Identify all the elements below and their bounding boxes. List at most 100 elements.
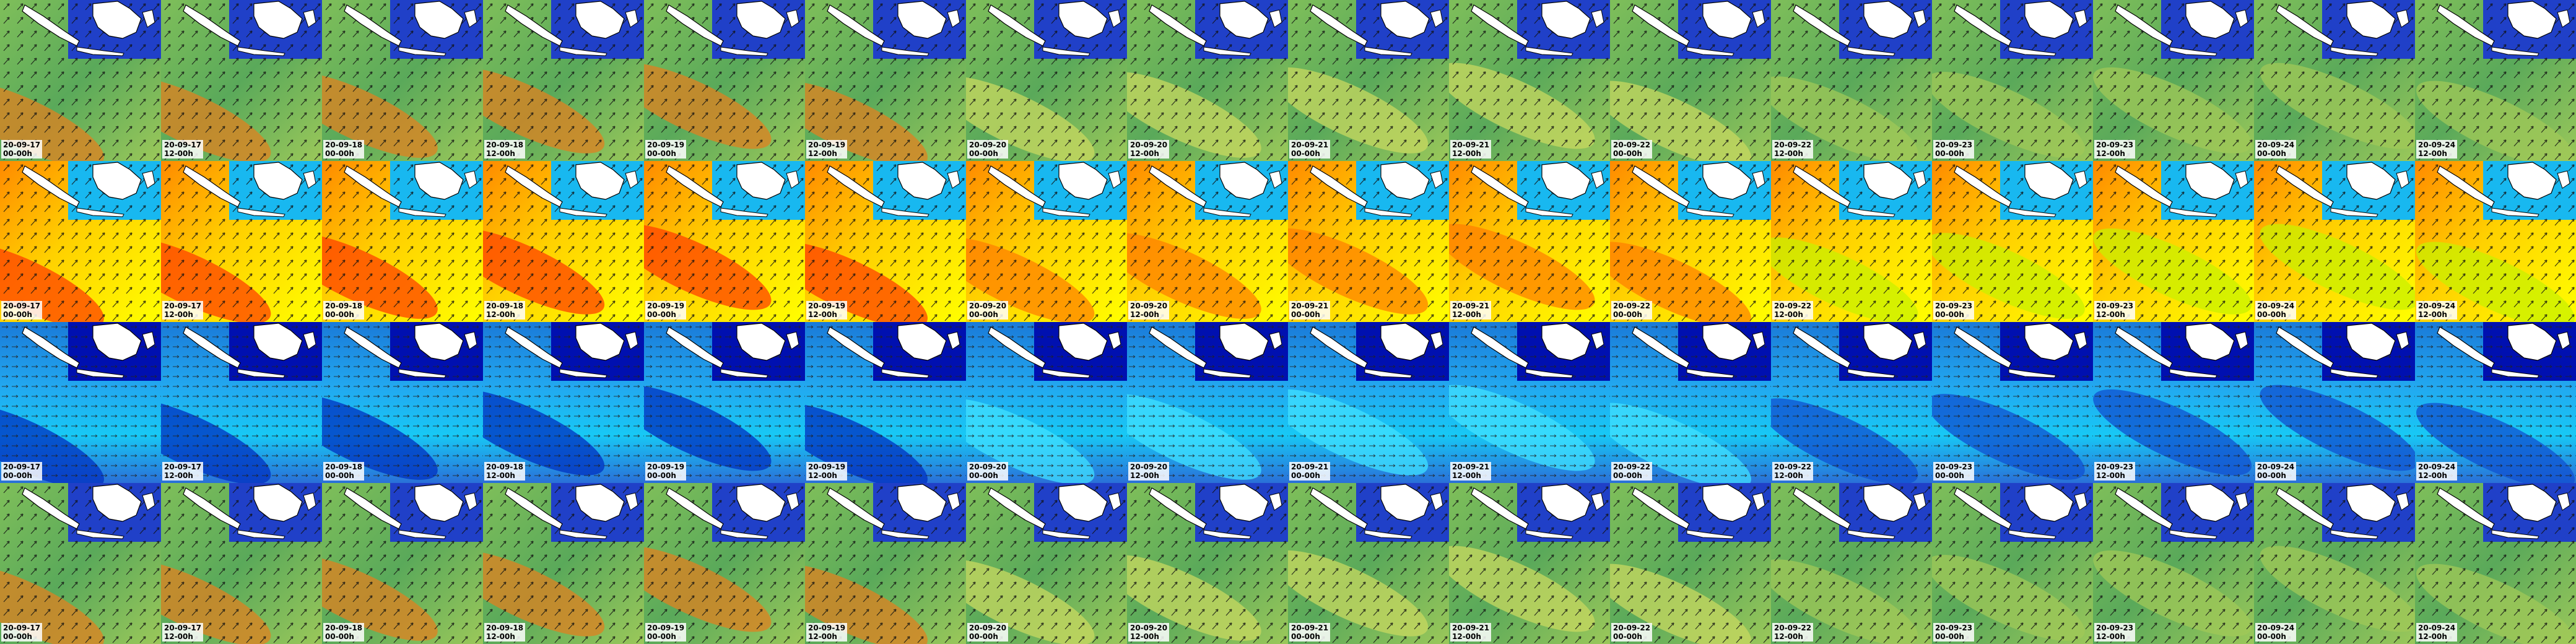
date-label: 20-09-17 [3, 463, 40, 471]
label-box [1, 140, 42, 159]
label-box [967, 623, 1008, 642]
date-label: 20-09-17 [164, 624, 201, 632]
label-box [1450, 140, 1491, 159]
label-box [645, 623, 686, 642]
date-label: 20-09-18 [325, 141, 362, 149]
time-label: 12-00h [1130, 471, 1159, 480]
label-box [1289, 623, 1330, 642]
label-box [1128, 623, 1169, 642]
date-label: 20-09-24 [2257, 624, 2294, 632]
time-label: 12-00h [2096, 632, 2125, 641]
label-box [806, 462, 847, 481]
date-label: 20-09-22 [1613, 141, 1650, 149]
date-label: 20-09-20 [969, 141, 1006, 149]
time-label: 00-00h [969, 632, 998, 641]
date-label: 20-09-22 [1774, 624, 1811, 632]
time-label: 12-00h [2096, 471, 2125, 480]
label-box [323, 462, 364, 481]
label-box [1, 623, 42, 642]
time-label: 00-00h [1613, 632, 1642, 641]
time-label: 00-00h [1935, 471, 1964, 480]
time-label: 00-00h [1291, 310, 1320, 319]
time-label: 12-00h [1452, 310, 1481, 319]
date-label: 20-09-24 [2418, 141, 2455, 149]
time-label: 00-00h [2257, 632, 2286, 641]
date-label: 20-09-24 [2418, 463, 2455, 471]
time-label: 12-00h [164, 632, 193, 641]
label-box [2416, 140, 2457, 159]
time-label: 00-00h [3, 149, 32, 158]
label-box [484, 623, 525, 642]
label-box [2416, 301, 2457, 320]
label-box [1611, 623, 1652, 642]
date-label: 20-09-17 [3, 141, 40, 149]
date-label: 20-09-24 [2418, 624, 2455, 632]
label-box [1611, 462, 1652, 481]
time-label: 12-00h [486, 471, 515, 480]
date-label: 20-09-22 [1613, 463, 1650, 471]
time-label: 12-00h [808, 310, 837, 319]
time-label: 12-00h [808, 471, 837, 480]
label-box [1772, 140, 1813, 159]
date-label: 20-09-18 [325, 302, 362, 310]
time-label: 12-00h [1774, 471, 1803, 480]
time-label: 00-00h [647, 149, 676, 158]
time-label: 00-00h [3, 632, 32, 641]
date-label: 20-09-19 [808, 141, 845, 149]
time-label: 12-00h [486, 310, 515, 319]
label-box [1933, 301, 1974, 320]
label-box [1772, 301, 1813, 320]
date-label: 20-09-24 [2257, 141, 2294, 149]
time-label: 12-00h [1130, 310, 1159, 319]
date-label: 20-09-23 [2096, 302, 2133, 310]
label-box [162, 140, 203, 159]
date-label: 20-09-19 [808, 302, 845, 310]
time-label: 00-00h [2257, 310, 2286, 319]
date-label: 20-09-17 [3, 624, 40, 632]
date-label: 20-09-23 [2096, 141, 2133, 149]
time-label: 00-00h [325, 632, 354, 641]
label-box [1450, 623, 1491, 642]
label-box [1450, 301, 1491, 320]
time-label: 12-00h [1452, 149, 1481, 158]
date-label: 20-09-23 [1935, 463, 1972, 471]
label-box [1933, 623, 1974, 642]
label-box [323, 301, 364, 320]
time-label: 00-00h [1613, 149, 1642, 158]
date-label: 20-09-19 [808, 463, 845, 471]
date-label: 20-09-20 [1130, 141, 1167, 149]
time-label: 12-00h [2096, 149, 2125, 158]
date-label: 20-09-19 [647, 624, 684, 632]
time-label: 12-00h [2418, 149, 2447, 158]
label-box [1, 301, 42, 320]
date-label: 20-09-20 [969, 624, 1006, 632]
